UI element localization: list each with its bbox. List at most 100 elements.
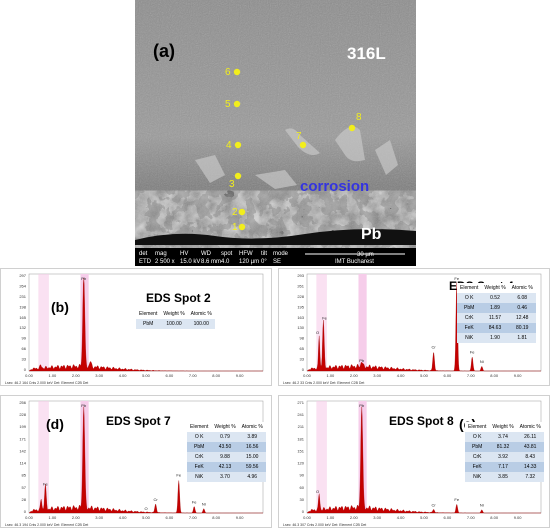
- spot-marker: [233, 100, 241, 108]
- y-tick-label: 256: [19, 400, 26, 405]
- spectrum: [306, 282, 541, 372]
- table-cell: 4.96: [247, 474, 258, 480]
- spectrum: [28, 406, 263, 514]
- table-cell: FeK: [194, 464, 204, 470]
- x-tick-label: 9.00: [514, 373, 523, 378]
- y-tick-label: 60: [300, 485, 305, 490]
- element-table: Element Weight % Atomic % O K 3.74 26.11 PbM 81…: [465, 422, 544, 482]
- peak-label: O: [144, 506, 147, 511]
- x-tick-label: 4.00: [397, 515, 406, 520]
- table-cell: FeK: [464, 325, 474, 331]
- table-cell: 7.17: [498, 464, 508, 470]
- info-header: mode: [273, 251, 289, 257]
- spot-label: 5: [225, 99, 231, 110]
- spot-label: 8: [356, 112, 362, 123]
- table-cell: PbM: [194, 444, 205, 450]
- x-tick-label: 2.00: [350, 515, 359, 520]
- y-tick-label: 90: [300, 473, 305, 478]
- table-cell: 42.13: [218, 464, 232, 470]
- spot-marker: [234, 141, 242, 149]
- panel-label: (b): [51, 299, 69, 315]
- table-cell: O K: [464, 295, 474, 301]
- x-tick-label: 1.00: [327, 373, 336, 378]
- x-tick-label: 3.00: [95, 515, 104, 520]
- panel-label: (e): [459, 416, 477, 432]
- x-tick-label: 7.00: [467, 515, 476, 520]
- table-header-cell: Atomic %: [241, 424, 263, 430]
- info-value: SE: [273, 259, 281, 265]
- table-header-cell: Element: [468, 424, 487, 430]
- table-header-cell: Weight %: [214, 424, 236, 430]
- table-cell: CrK: [464, 315, 474, 321]
- table-cell: NiK: [473, 474, 482, 480]
- table-row: CrK 3.92 8.43: [465, 452, 544, 462]
- peak-label: Fe: [322, 316, 327, 321]
- table-header-cell: Atomic %: [511, 285, 533, 291]
- info-value: 4.0: [221, 259, 230, 265]
- table-cell: 81.32: [496, 444, 510, 450]
- spectrum-chart: 293 261 228 195 163 130 98 65 33 00.00 1.00 2.00 3.0…: [283, 273, 542, 385]
- peak-label: Fe: [43, 481, 48, 486]
- y-tick-label: 30: [300, 497, 305, 502]
- table-row: CrK 11.57 12.48: [457, 313, 536, 323]
- info-header: spot: [221, 251, 233, 257]
- table-cell: CrK: [194, 454, 204, 460]
- table-cell: 0.52: [490, 295, 500, 301]
- spectrum-panel: 271 241 211 181 151 120 90 60 30 0 0.00 1.00 2.00 3.0…: [278, 395, 550, 528]
- y-tick-label: 271: [297, 400, 304, 405]
- y-tick-label: 0: [302, 367, 305, 372]
- x-tick-label: 2.00: [72, 373, 81, 378]
- x-tick-label: 1.00: [49, 515, 58, 520]
- table-row: PbM 1.89 0.46: [457, 303, 536, 313]
- table-header-cell: Atomic %: [519, 424, 541, 430]
- peak-label: O: [316, 330, 319, 335]
- table-cell: PbM: [143, 321, 154, 327]
- y-tick-label: 297: [19, 273, 26, 278]
- x-tick-label: 1.00: [327, 515, 336, 520]
- x-tick-label: 1.00: [49, 373, 58, 378]
- table-header-cell: Weight %: [484, 285, 506, 291]
- x-tick-label: 9.00: [514, 515, 523, 520]
- table-cell: 59.56: [245, 464, 259, 470]
- peak-label: Fe: [454, 276, 459, 281]
- peak-label: Pb: [359, 403, 365, 408]
- table-cell: FeK: [472, 464, 482, 470]
- y-tick-label: 85: [22, 473, 27, 478]
- y-tick-label: 231: [19, 294, 26, 299]
- info-header: mag: [155, 251, 167, 257]
- peak-label: Ni: [202, 502, 206, 507]
- y-tick-label: 151: [297, 448, 304, 453]
- element-table: Element Weight % Atomic % PbM 100.00 100.00: [136, 309, 215, 329]
- table-row: O K 0.52 6.08: [457, 293, 536, 303]
- y-tick-label: 293: [297, 273, 304, 278]
- peak-label: Cr: [153, 497, 158, 502]
- footer: Lsec: 46.2 33 Cnts 2.000 keV Det: Elemen…: [283, 381, 364, 385]
- info-value: 8.6 mm: [201, 259, 221, 265]
- highlight: [38, 274, 49, 371]
- table-cell: 100.00: [166, 321, 182, 327]
- table-cell: 80.19: [515, 325, 529, 331]
- table-cell: O K: [472, 434, 482, 440]
- info-header: tilt: [261, 251, 267, 257]
- element-table: Element Weight % Atomic % O K 0.79 3.89 PbM 43.…: [187, 422, 266, 482]
- y-tick-label: 181: [297, 436, 304, 441]
- x-tick-label: 4.00: [119, 373, 128, 378]
- spectrum-title: EDS Spot 7: [106, 414, 171, 428]
- y-tick-label: 0: [24, 367, 27, 372]
- x-tick-label: 7.00: [189, 515, 198, 520]
- x-tick-label: 8.00: [490, 373, 499, 378]
- info-value: 2 500 x: [155, 259, 175, 265]
- x-tick-label: 2.00: [350, 373, 359, 378]
- table-header-cell: Atomic %: [190, 311, 212, 317]
- peak-label: Fe: [454, 497, 459, 502]
- x-tick-label: 6.00: [444, 373, 453, 378]
- table-header-cell: Element: [460, 285, 479, 291]
- y-tick-label: 98: [300, 336, 305, 341]
- footer: Lsec: 46.3 307 Cnts 2.000 keV Det: Eleme…: [283, 523, 366, 527]
- y-tick-label: 195: [297, 304, 304, 309]
- table-row: PbM 43.50 16.56: [187, 442, 266, 452]
- peak-label: Ni: [480, 503, 484, 508]
- highlight: [38, 401, 49, 513]
